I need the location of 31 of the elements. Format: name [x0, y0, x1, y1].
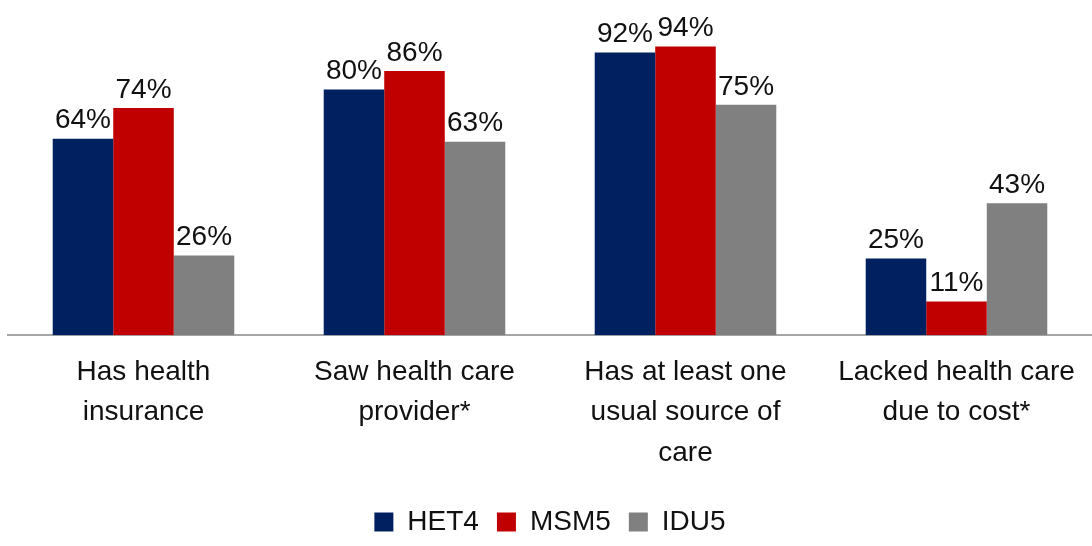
bar: [594, 52, 656, 336]
legend-label: HET4: [407, 504, 479, 536]
x-tick-label: Saw health care provider*: [314, 354, 515, 427]
bar: [865, 258, 927, 336]
legend-label: MSM5: [529, 504, 611, 536]
legend-label: IDU5: [661, 504, 726, 536]
bar: [444, 141, 506, 336]
data-label: 92%: [596, 17, 653, 49]
data-label: 74%: [115, 72, 172, 104]
bar: [323, 89, 385, 336]
x-tick-label: Has at least one usual source of care: [584, 354, 787, 468]
data-label: 63%: [447, 106, 504, 138]
bar: [113, 107, 174, 336]
data-label: 75%: [718, 69, 775, 101]
bar: [384, 71, 445, 336]
data-label: 11%: [929, 266, 984, 298]
data-label: 64%: [54, 103, 111, 135]
bar: [986, 203, 1048, 336]
data-label: 25%: [867, 223, 924, 255]
bar: [715, 104, 777, 336]
data-label: 43%: [989, 167, 1046, 199]
bar: [52, 138, 114, 336]
data-label: 86%: [386, 35, 443, 67]
bar: [655, 46, 716, 336]
bar: [926, 301, 987, 336]
x-tick-label: Has health insurance: [76, 354, 211, 427]
data-label: 94%: [657, 11, 714, 43]
x-tick-label: Lacked health care due to cost*: [838, 354, 1075, 427]
bar: [173, 255, 235, 336]
data-label: 80%: [325, 54, 382, 86]
data-label: 26%: [176, 220, 233, 252]
